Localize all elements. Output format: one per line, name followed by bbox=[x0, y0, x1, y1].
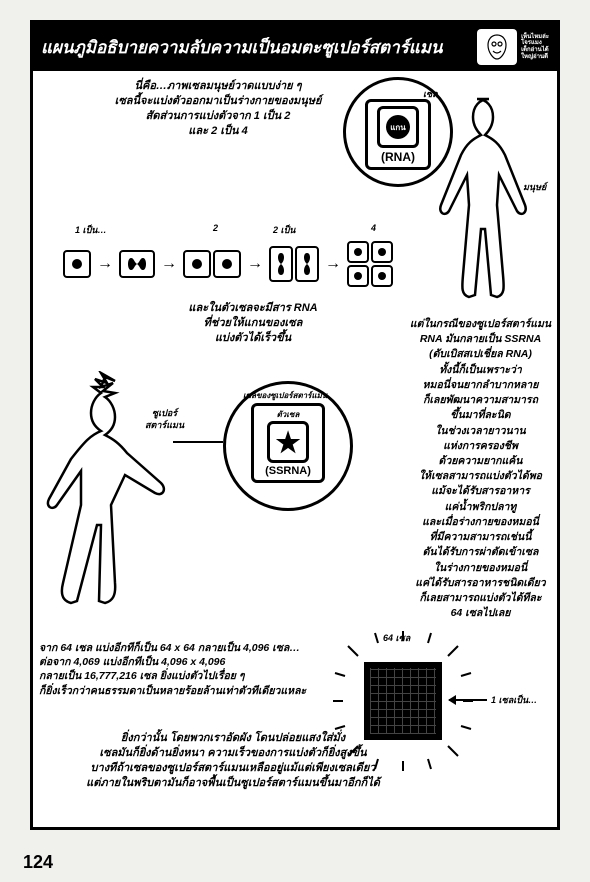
rna-text: และในตัวเซลจะมีสาร RNA ที่ช่วยให้แกนของเ… bbox=[153, 301, 353, 346]
cell-stage-2b bbox=[213, 250, 241, 278]
logo-tagline: เห็นไหมล่ะ โจรแมง เด็กอ่านได้ ใหญ่อ่านดี bbox=[521, 34, 549, 60]
leader-line bbox=[173, 441, 223, 443]
page-number: 124 bbox=[16, 842, 60, 882]
page-title: แผนภูมิอธิบายความลับความเป็นอมตะซูเปอร์ส… bbox=[41, 34, 443, 61]
cell-4c bbox=[347, 265, 369, 287]
human-label: มนุษย์ bbox=[523, 181, 546, 193]
div-label-4: 4 bbox=[371, 223, 376, 233]
cell-4a bbox=[347, 241, 369, 263]
arrow-icon: → bbox=[247, 255, 263, 273]
grid-side-label: 1 เซลเป็น… bbox=[491, 693, 537, 707]
cell-stage-2a bbox=[183, 250, 211, 278]
calc-text: จาก 64 เซล แบ่งอีกทีก็เป็น 64 x 64 กลายเ… bbox=[39, 641, 339, 698]
rna-label: (RNA) bbox=[368, 150, 428, 167]
right-column-text: แต่ในกรณีของซูเปอร์สตาร์แมน RNA มันกลายเ… bbox=[403, 317, 558, 621]
bottom-text: ยิ่งกว่านั้น โดยพวกเราอัดผัง โดนปล่อยแสง… bbox=[53, 731, 413, 790]
div-label-1: 1 เป็น… bbox=[75, 223, 106, 237]
arrow-icon: → bbox=[97, 255, 113, 273]
title-bar: แผนภูมิอธิบายความลับความเป็นอมตะซูเปอร์ส… bbox=[33, 23, 557, 71]
mask-logo-icon bbox=[477, 29, 517, 65]
ssrna-label: (SSRNA) bbox=[254, 465, 322, 480]
page-frame: แผนภูมิอธิบายความลับความเป็นอมตะซูเปอร์ส… bbox=[30, 20, 560, 830]
grid-top-label: 64 เซล bbox=[383, 631, 410, 645]
grid-64-icon bbox=[364, 662, 442, 740]
sscell-core-label: ตัวเซล bbox=[254, 408, 322, 421]
intro-text: นี่คือ…ภาพเซลมนุษย์วาดแบบง่าย ๆ เซลนี้จะ… bbox=[93, 79, 343, 138]
star-icon: ★ bbox=[275, 426, 300, 459]
grid-leader bbox=[449, 699, 487, 701]
cell-stage-1 bbox=[63, 250, 91, 278]
div-label-2to: 2 เป็น bbox=[273, 223, 295, 237]
human-figure bbox=[431, 91, 551, 321]
arrow-icon: → bbox=[161, 255, 177, 273]
rna-cell-box: แกน (RNA) bbox=[365, 99, 431, 170]
cell-dividing-2a bbox=[269, 246, 293, 282]
cell-dividing-2b bbox=[295, 246, 319, 282]
superstar-label: ซูเปอร์ สตาร์แมน bbox=[145, 407, 184, 431]
ssrna-cell-box: ตัวเซล ★ (SSRNA) bbox=[251, 403, 325, 483]
nucleus-label: แกน bbox=[386, 115, 410, 139]
cell-division-row: → → → → bbox=[63, 241, 393, 287]
div-label-2: 2 bbox=[213, 223, 218, 233]
cell-4d bbox=[371, 265, 393, 287]
arrow-icon: → bbox=[325, 255, 341, 273]
cell-dividing bbox=[119, 250, 155, 278]
cell-4b bbox=[371, 241, 393, 263]
content-area: นี่คือ…ภาพเซลมนุษย์วาดแบบง่าย ๆ เซลนี้จะ… bbox=[33, 71, 557, 827]
sscell-label: เซลของซูเปอร์สตาร์แมน bbox=[243, 389, 327, 402]
